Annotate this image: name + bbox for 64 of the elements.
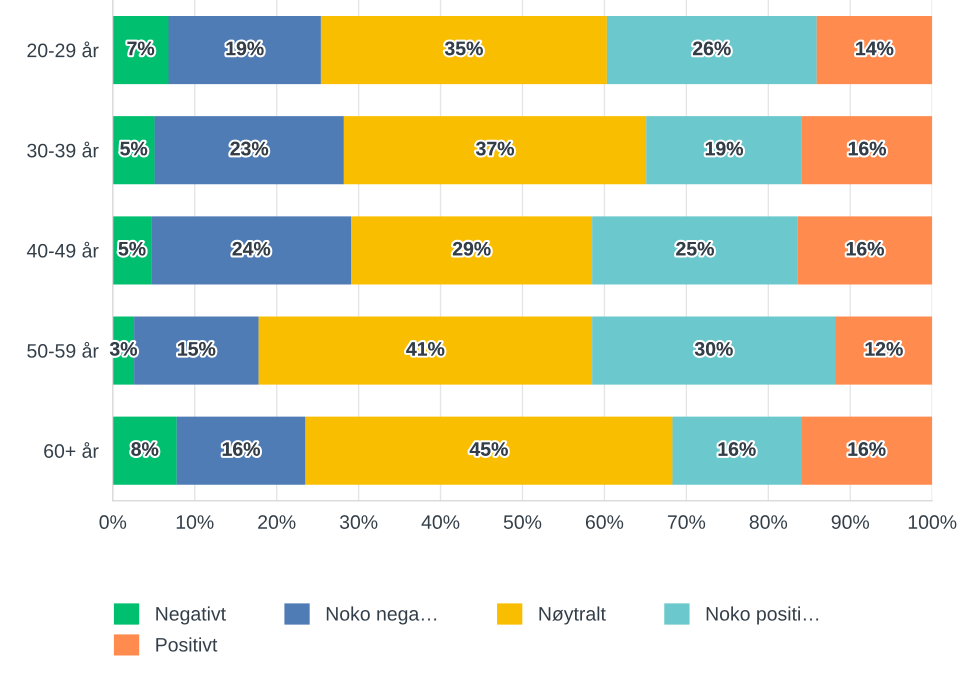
bar [344,116,646,184]
data-label: 5% [120,142,148,156]
x-tick-label: 10% [176,515,214,529]
data-label: 5% [118,242,146,256]
x-tick-label: 20% [258,515,296,529]
x-tick-label: 100% [908,515,956,529]
data-label: 45% [470,442,508,456]
data-label: 25% [676,242,714,256]
bar [802,116,932,184]
data-label: 23% [230,142,268,156]
legend-label: Positivt [156,637,218,652]
data-label: 35% [444,42,483,56]
bar [646,116,802,184]
x-tick-label: 0% [99,515,126,529]
data-label: 16% [848,442,886,456]
y-tick-label: 50-59 år [27,342,99,358]
bar [606,16,817,84]
bar [320,16,607,84]
data-label: 7% [127,42,154,56]
legend-label: Noko nega… [326,606,436,625]
bar [176,416,306,485]
y-tick-label: 60+ år [44,442,99,458]
x-tick-label: 80% [750,515,788,529]
y-tick-label: 30-39 år [27,142,99,158]
bar [816,16,932,84]
x-tick-label: 70% [668,515,706,529]
bar [305,416,672,485]
bar [351,216,592,284]
data-label: 30% [694,342,733,356]
data-label: 15% [178,342,216,356]
x-tick-label: 30% [340,515,378,529]
data-label: 16% [846,242,884,256]
legend-label: Negativt [156,606,226,625]
data-label: 16% [718,442,756,456]
x-tick-label: 60% [586,515,624,529]
bar [258,316,592,385]
bar [168,16,321,84]
y-tick-label: 20-29 år [27,41,99,58]
bar [592,316,836,385]
bar [151,216,352,284]
data-label: 29% [452,242,491,256]
data-label: 14% [856,42,894,56]
data-label: 37% [476,142,514,156]
data-label: 19% [226,42,264,56]
bar [592,216,798,284]
data-label: 19% [706,142,744,156]
bar [836,316,932,385]
y-tick-label: 40-49 år [26,242,99,258]
bar [798,216,932,284]
bar [672,416,802,485]
data-label: 16% [848,142,886,156]
bar [154,116,344,184]
x-tick-label: 40% [422,515,460,529]
bar [801,416,932,485]
legend-label: Noko positi… [706,606,818,625]
data-label: 41% [406,342,444,356]
data-label: 24% [232,242,270,256]
x-tick-label: 90% [832,515,870,529]
data-label: 8% [131,442,158,456]
data-label: 26% [692,42,731,56]
legend-label: Nøytralt [539,606,606,625]
x-tick-label: 50% [504,515,542,529]
data-label: 16% [222,442,260,456]
data-label: 12% [866,342,903,356]
